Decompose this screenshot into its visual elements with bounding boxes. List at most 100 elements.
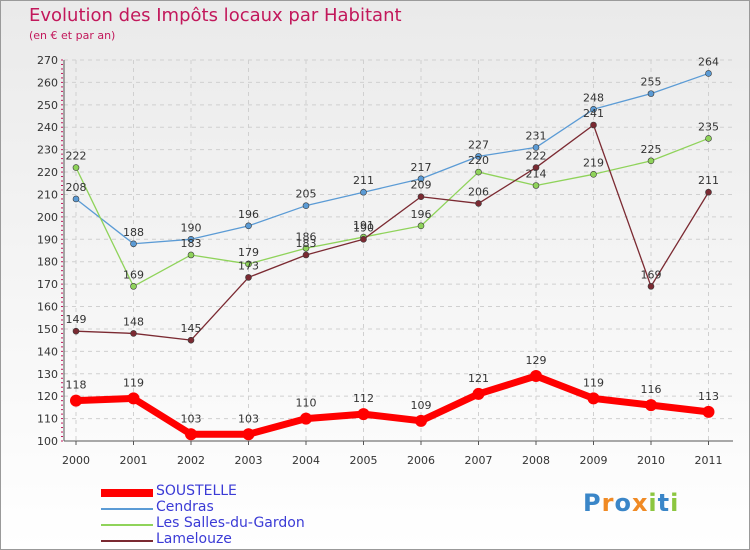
data-point — [300, 412, 312, 425]
data-label: 196 — [411, 208, 432, 221]
data-point — [590, 121, 597, 129]
data-point — [187, 235, 195, 243]
data-point — [415, 414, 427, 427]
data-point — [360, 188, 367, 196]
legend-label: Lamelouze — [156, 531, 232, 547]
data-label: 179 — [238, 246, 259, 259]
x-tick-label: 2004 — [292, 454, 320, 467]
x-tick-label: 2008 — [522, 454, 550, 467]
data-point — [127, 392, 140, 405]
data-point — [72, 164, 80, 171]
legend-item: Les Salles-du-Gardon — [101, 515, 361, 533]
y-tick-label: 260 — [37, 76, 58, 89]
data-label: 110 — [296, 397, 317, 410]
y-tick-label: 240 — [37, 121, 58, 134]
data-label: 222 — [526, 150, 547, 163]
y-tick-label: 200 — [37, 211, 58, 224]
legend-item: Lamelouze — [101, 531, 361, 549]
data-label: 205 — [296, 188, 317, 201]
data-label: 206 — [468, 185, 489, 198]
y-tick-label: 150 — [37, 323, 58, 336]
y-tick-label: 230 — [37, 144, 58, 157]
data-label: 173 — [238, 259, 259, 272]
data-label: 191 — [353, 219, 374, 232]
data-point — [130, 330, 137, 337]
data-label: 214 — [526, 168, 547, 181]
legend-label: Les Salles-du-Gardon — [156, 515, 305, 531]
data-label: 211 — [698, 174, 719, 187]
data-label: 119 — [123, 376, 144, 389]
data-label: 109 — [411, 399, 432, 412]
data-point — [130, 283, 137, 290]
data-label: 119 — [583, 376, 604, 389]
legend: SOUSTELLE Cendras Les Salles-du-Gardon Lame… — [101, 483, 361, 549]
x-tick-label: 2009 — [580, 454, 608, 467]
data-label: 183 — [181, 237, 202, 250]
data-label: 169 — [123, 268, 144, 281]
x-tick-label: 2010 — [637, 454, 665, 467]
y-tick-label: 130 — [37, 368, 58, 381]
x-tick-label: 2001 — [120, 454, 148, 467]
series-line — [75, 124, 710, 341]
data-label: 235 — [698, 120, 719, 133]
y-tick-label: 210 — [37, 188, 58, 201]
legend-swatch — [101, 489, 153, 497]
data-point — [530, 370, 542, 383]
x-tick-label: 2007 — [465, 454, 493, 467]
data-label: 112 — [353, 392, 374, 405]
data-point — [475, 168, 482, 176]
series-line — [75, 372, 709, 438]
data-point — [705, 135, 712, 142]
y-tick-label: 110 — [37, 413, 58, 426]
data-point — [185, 428, 197, 441]
logo-letter: i — [648, 489, 658, 517]
data-label: 255 — [641, 76, 662, 89]
data-point — [417, 193, 425, 201]
chart-subtitle: (en € et par an) — [29, 29, 116, 42]
legend-swatch — [101, 508, 153, 510]
data-point — [532, 164, 540, 171]
grid — [64, 59, 733, 442]
data-label: 118 — [66, 379, 87, 392]
data-point — [590, 171, 597, 178]
data-point — [245, 274, 252, 281]
legend-label: Cendras — [156, 499, 214, 515]
x-tick-label: 2006 — [407, 454, 435, 467]
data-point — [187, 336, 195, 344]
data-label: 148 — [123, 315, 144, 328]
data-label: 103 — [238, 412, 259, 425]
legend-swatch — [101, 540, 153, 542]
logo-letter: o — [614, 489, 632, 517]
data-label: 121 — [468, 372, 489, 385]
data-point — [532, 144, 540, 151]
data-point — [245, 260, 252, 268]
data-label: 225 — [641, 143, 662, 156]
logo-letter: r — [601, 489, 615, 517]
legend-swatch — [101, 524, 153, 526]
logo-letter: x — [631, 489, 649, 517]
logo-letter: t — [657, 489, 671, 517]
data-label: 188 — [123, 226, 144, 239]
data-point — [242, 428, 255, 441]
y-tick-label: 160 — [37, 301, 58, 314]
y-tick-label: 140 — [37, 345, 58, 358]
logo-letter: i — [670, 489, 680, 517]
data-point — [590, 106, 597, 113]
data-point — [645, 399, 657, 412]
data-label: 231 — [526, 129, 547, 142]
legend-item: Cendras — [101, 499, 361, 517]
data-point — [705, 188, 712, 196]
data-point — [72, 327, 80, 335]
legend-label: SOUSTELLE — [156, 483, 237, 499]
data-point — [417, 175, 425, 183]
data-point — [70, 394, 82, 407]
y-tick-label: 180 — [37, 256, 58, 269]
data-label: 209 — [411, 179, 432, 192]
y-tick-label: 170 — [37, 278, 58, 291]
data-point — [647, 283, 655, 290]
chart-title: Evolution des Impôts locaux par Habitant — [29, 5, 402, 26]
data-label: 149 — [66, 313, 87, 326]
x-tick-label: 2011 — [695, 454, 723, 467]
